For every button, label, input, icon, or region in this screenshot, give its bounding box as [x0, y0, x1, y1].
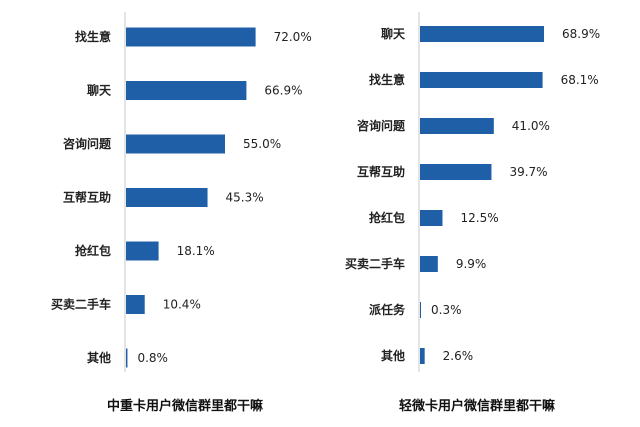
right-chart-title: 轻微卡用户微信群里都干嘛: [399, 398, 555, 414]
right-chart-bar: [420, 26, 545, 42]
right-chart-category-label: 其他: [381, 348, 405, 363]
right-chart-category-label: 找生意: [369, 72, 405, 87]
left-chart-bar: [126, 295, 145, 314]
left-chart-category-label: 抢红包: [75, 243, 111, 258]
left-chart-category-label: 其他: [87, 350, 111, 365]
left-chart-bar: [126, 81, 247, 100]
left-chart-bar: [126, 348, 128, 368]
left-chart-bar: [126, 241, 159, 261]
right-chart-category-label: 咨询问题: [357, 118, 406, 133]
right-chart-category-label: 互帮互助: [357, 164, 405, 179]
right-chart-value-label: 68.1%: [561, 73, 599, 87]
right-chart-bar: [420, 348, 425, 364]
right-chart-value-label: 12.5%: [461, 211, 499, 225]
left-chart-bar: [126, 134, 225, 154]
left-chart-value-label: 10.4%: [163, 298, 201, 312]
left-chart-bar: [126, 27, 256, 47]
left-chart-bar: [126, 188, 208, 207]
right-chart-category-label: 派任务: [369, 302, 406, 317]
right-chart-bar: [420, 210, 443, 226]
right-chart-value-label: 0.3%: [431, 303, 462, 317]
left-chart-category-label: 互帮互助: [63, 190, 111, 205]
left-chart-category-label: 咨询问题: [63, 136, 112, 151]
right-chart-bar: [420, 72, 543, 88]
right-chart-value-label: 2.6%: [443, 349, 474, 363]
left-chart-category-label: 找生意: [75, 29, 111, 44]
left-chart-title: 中重卡用户微信群里都干嘛: [107, 398, 263, 414]
left-chart-value-label: 18.1%: [177, 244, 215, 258]
right-chart-value-label: 68.9%: [562, 27, 600, 41]
right-chart-category-label: 买卖二手车: [345, 256, 405, 271]
left-chart-value-label: 66.9%: [264, 84, 302, 98]
left-chart-value-label: 55.0%: [243, 137, 281, 151]
right-chart-category-label: 聊天: [381, 26, 406, 41]
right-chart-bar: [420, 118, 494, 134]
left-chart-value-label: 0.8%: [137, 351, 168, 365]
right-chart-value-label: 9.9%: [456, 257, 487, 271]
right-chart-bar: [420, 302, 421, 318]
left-chart-value-label: 72.0%: [274, 30, 312, 44]
right-chart-bar: [420, 256, 438, 272]
right-chart-value-label: 39.7%: [509, 165, 547, 179]
left-chart-category-label: 买卖二手车: [51, 297, 111, 312]
right-chart-category-label: 抢红包: [369, 210, 405, 225]
left-chart-category-label: 聊天: [87, 83, 112, 98]
left-chart-value-label: 45.3%: [226, 191, 264, 205]
right-chart-value-label: 41.0%: [512, 119, 550, 133]
right-chart-bar: [420, 164, 492, 180]
